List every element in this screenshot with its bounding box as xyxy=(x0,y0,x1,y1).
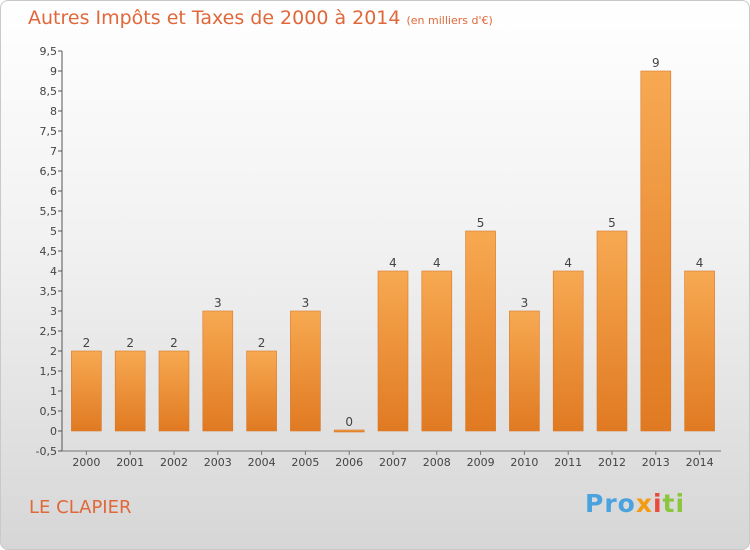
bar-2012 xyxy=(596,230,628,432)
bar-2001 xyxy=(114,350,146,432)
y-tick-label: 5 xyxy=(50,225,57,238)
y-tick-label: 9,5 xyxy=(40,45,58,58)
y-tick-label: 5,5 xyxy=(40,205,58,218)
bar-value-label: 4 xyxy=(696,256,704,270)
y-tick-label: 7 xyxy=(50,145,57,158)
bar-2003 xyxy=(202,310,234,432)
y-tick-label: 6,5 xyxy=(40,165,58,178)
proxiti-logo: Proxiti xyxy=(585,489,685,518)
y-tick-label: 6 xyxy=(50,185,57,198)
y-tick-label: 8,5 xyxy=(40,85,58,98)
chart-title-unit: (en milliers d'€) xyxy=(406,14,493,27)
bar-value-label: 5 xyxy=(608,216,616,230)
x-tick-label: 2011 xyxy=(554,456,582,469)
bar-2011 xyxy=(552,270,584,432)
x-tick-label: 2005 xyxy=(291,456,319,469)
location-label: LE CLAPIER xyxy=(29,497,132,518)
x-tick-label: 2009 xyxy=(467,456,495,469)
y-tick-label: 0,5 xyxy=(40,405,58,418)
y-tick-label: 8 xyxy=(50,105,57,118)
x-tick-label: 2004 xyxy=(248,456,276,469)
bar-value-label: 5 xyxy=(477,216,485,230)
bar-2006 xyxy=(333,429,365,433)
logo-part-1: Pro xyxy=(585,489,636,518)
x-tick-label: 2013 xyxy=(642,456,670,469)
bar-value-label: 2 xyxy=(258,336,266,350)
y-tick-label: 3 xyxy=(50,305,57,318)
x-tick-label: 2007 xyxy=(379,456,407,469)
chart-title: Autres Impôts et Taxes de 2000 à 2014 (en… xyxy=(28,7,493,29)
bar-2000 xyxy=(71,350,102,432)
y-tick-label: 4 xyxy=(50,265,57,278)
bar-value-label: 3 xyxy=(302,296,310,310)
bar-2009 xyxy=(465,230,496,432)
y-tick-label: 0 xyxy=(50,425,57,438)
bar-value-label: 9 xyxy=(652,56,660,70)
bar-2008 xyxy=(421,270,453,432)
logo-part-2: x xyxy=(635,489,653,518)
x-tick-label: 2000 xyxy=(72,456,100,469)
bar-2010 xyxy=(509,310,540,432)
bar-value-label: 3 xyxy=(521,296,529,310)
y-tick-label: -0,5 xyxy=(36,445,57,458)
bar-value-label: 4 xyxy=(564,256,572,270)
y-tick-label: 3,5 xyxy=(40,285,58,298)
logo-part-4: ti xyxy=(662,489,686,518)
bar-value-label: 2 xyxy=(126,336,134,350)
bar-2005 xyxy=(290,310,321,432)
y-tick-label: 2,5 xyxy=(40,325,58,338)
bar-value-label: 2 xyxy=(83,336,91,350)
chart-title-text: Autres Impôts et Taxes de 2000 à 2014 xyxy=(28,7,401,29)
bar-value-label: 4 xyxy=(433,256,441,270)
x-tick-label: 2002 xyxy=(160,456,188,469)
x-tick-label: 2006 xyxy=(335,456,363,469)
x-tick-label: 2001 xyxy=(116,456,144,469)
bar-value-label: 3 xyxy=(214,296,222,310)
y-tick-label: 1,5 xyxy=(40,365,58,378)
x-tick-label: 2012 xyxy=(598,456,626,469)
bar-2013 xyxy=(640,70,672,432)
bar-value-label: 0 xyxy=(345,415,353,429)
bar-2002 xyxy=(158,350,190,432)
x-tick-label: 2008 xyxy=(423,456,451,469)
x-tick-label: 2003 xyxy=(204,456,232,469)
y-tick-label: 7,5 xyxy=(40,125,58,138)
y-tick-label: 2 xyxy=(50,345,57,358)
y-tick-label: 9 xyxy=(50,65,57,78)
y-tick-label: 1 xyxy=(50,385,57,398)
x-tick-label: 2014 xyxy=(686,456,714,469)
bar-2014 xyxy=(684,270,715,432)
bar-2007 xyxy=(377,270,409,432)
bar-value-label: 4 xyxy=(389,256,397,270)
bar-2004 xyxy=(246,350,277,432)
bar-value-label: 2 xyxy=(170,336,178,350)
logo-part-3: i xyxy=(652,489,663,518)
y-tick-label: 4,5 xyxy=(40,245,58,258)
x-tick-label: 2010 xyxy=(510,456,538,469)
